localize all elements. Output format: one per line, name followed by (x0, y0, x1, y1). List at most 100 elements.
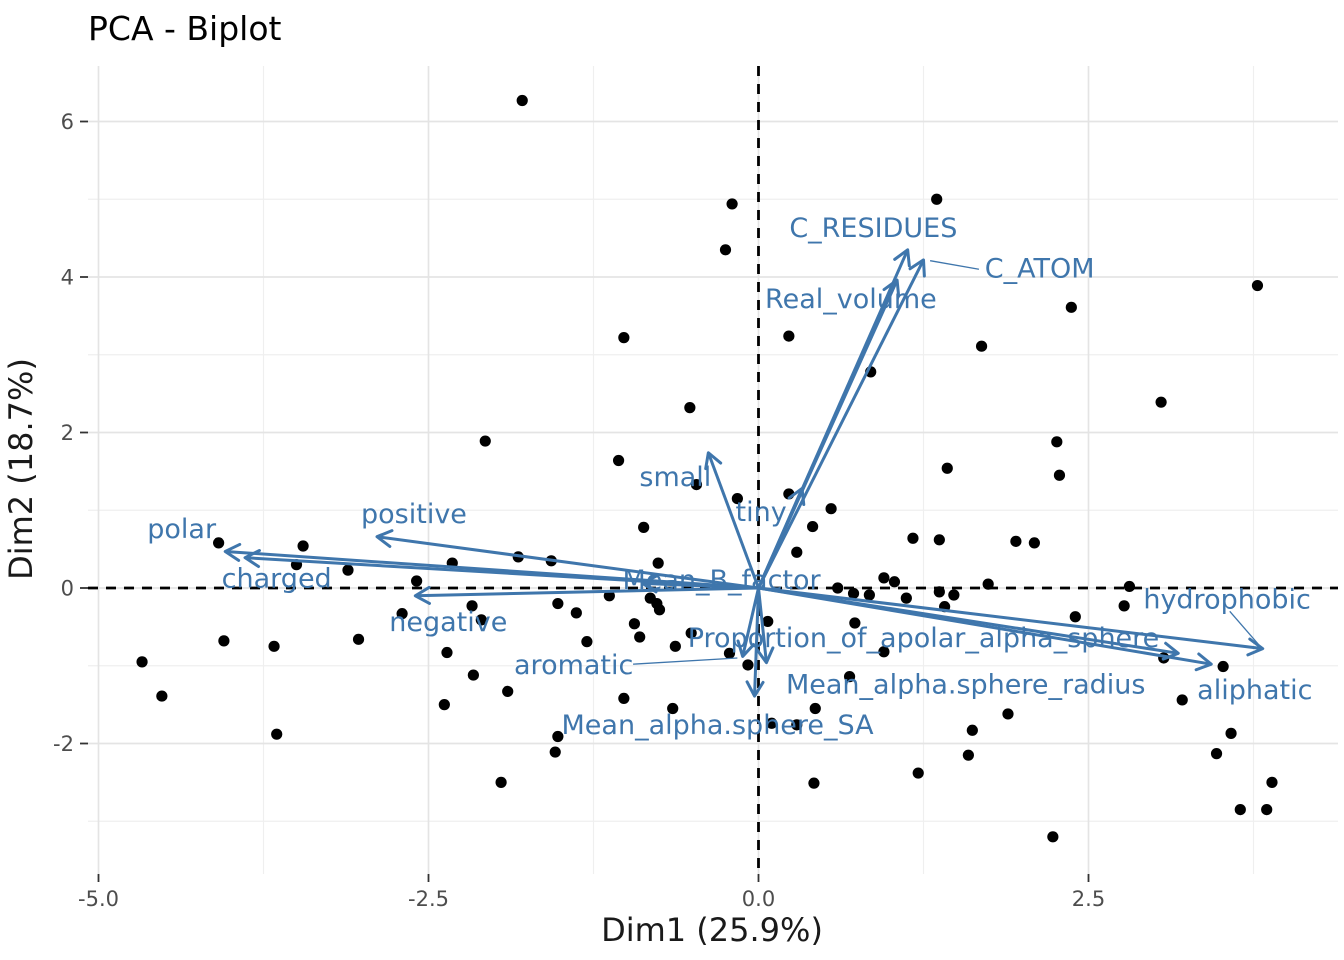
vector-label-charged: charged (222, 564, 332, 595)
vector-label-Mean_alpha.sphere_SA: Mean_alpha.sphere_SA (562, 710, 875, 741)
x-axis-title: Dim1 (25.9%) (601, 911, 823, 949)
data-point (791, 719, 803, 731)
y-axis-title: Dim2 (18.7%) (2, 358, 40, 580)
data-point (941, 462, 953, 474)
data-point (638, 521, 650, 533)
data-point (1047, 831, 1059, 843)
data-point (807, 520, 819, 533)
data-point (156, 690, 168, 702)
data-point (948, 589, 960, 601)
data-point (825, 503, 837, 515)
data-point (667, 702, 679, 715)
data-point (766, 717, 778, 729)
data-point (762, 615, 774, 628)
data-point (723, 647, 736, 659)
data-point (847, 587, 860, 600)
data-point (742, 659, 754, 671)
vector-label-positive: positive (361, 499, 467, 530)
data-point (652, 557, 664, 569)
data-point (685, 627, 697, 639)
data-point (438, 699, 450, 711)
data-point (1217, 660, 1229, 673)
leader-line-hydrophobic (1229, 610, 1260, 646)
data-point (268, 640, 280, 652)
y-tick-label: 6 (61, 110, 74, 134)
vector-arrow-hydrophobic (758, 586, 1265, 657)
data-point (832, 582, 844, 594)
data-point (1176, 694, 1188, 706)
data-point (783, 330, 795, 342)
data-point (912, 767, 924, 779)
data-point (552, 597, 564, 610)
data-point (843, 671, 856, 683)
data-point (396, 608, 408, 620)
data-point (634, 631, 646, 643)
data-point (966, 724, 978, 736)
data-point (1028, 537, 1040, 549)
data-point (475, 614, 487, 626)
data-point (962, 749, 974, 761)
data-point (791, 546, 803, 558)
loading-vectors (223, 248, 1265, 698)
data-point (1051, 436, 1063, 448)
data-point (809, 702, 821, 715)
data-point (549, 746, 561, 758)
data-point (669, 640, 681, 652)
vector-arrow-Mean_B_factor (640, 574, 759, 594)
data-point (900, 592, 912, 604)
data-point (975, 340, 988, 352)
data-point (297, 540, 309, 552)
data-point (552, 730, 564, 743)
data-point (878, 572, 890, 584)
vector-arrow-aromatic (736, 587, 760, 658)
data-point (618, 332, 630, 344)
data-point (731, 492, 743, 505)
data-point (1251, 279, 1264, 292)
reference-lines (88, 66, 1338, 874)
data-point (1118, 600, 1130, 612)
data-point (878, 646, 890, 658)
data-point (1225, 727, 1237, 739)
data-point (1210, 748, 1223, 760)
vector-arrow-negative (413, 585, 759, 605)
data-point (982, 578, 994, 590)
y-tick-label: 4 (61, 266, 74, 290)
data-point (612, 454, 625, 467)
data-point (1053, 469, 1066, 481)
vector-arrow-positive (375, 529, 759, 590)
leader-line-C_ATOM (929, 260, 980, 270)
data-point (907, 532, 919, 544)
vector-label-C_RESIDUES: C_RESIDUES (789, 213, 957, 244)
y-tick-label: 2 (61, 421, 74, 445)
x-tick-label: 2.5 (1072, 887, 1105, 911)
data-point (1155, 396, 1167, 408)
x-tick-label: -2.5 (408, 887, 449, 911)
vector-label-C_ATOM: C_ATOM (985, 253, 1095, 284)
vector-label-aliphatic: aliphatic (1197, 675, 1312, 706)
scatter-points (136, 94, 1278, 843)
data-point (441, 646, 453, 659)
label-leader-lines (633, 260, 1260, 665)
x-tick-label: 0.0 (742, 887, 775, 911)
vector-arrow-C_ATOM (757, 258, 926, 589)
data-point (628, 618, 641, 630)
data-point (726, 198, 738, 210)
plot-title: PCA - Biplot (88, 9, 282, 48)
data-point (1261, 803, 1273, 816)
data-point (618, 692, 630, 705)
vector-label-Mean_B_factor: Mean_B_factor (622, 565, 821, 596)
data-point (849, 617, 861, 629)
vector-arrow-Mean_alpha.sphere_SA (745, 587, 765, 698)
vector-arrow-aliphatic (758, 586, 1213, 672)
data-point (690, 478, 703, 491)
data-point (581, 636, 593, 648)
y-tick-label: 0 (61, 577, 74, 601)
vector-arrow-charged (243, 549, 759, 590)
data-point (570, 607, 582, 619)
data-point (1123, 580, 1136, 593)
data-point (1065, 301, 1077, 313)
data-point (931, 193, 943, 205)
vector-label-aromatic: aromatic (514, 650, 633, 681)
